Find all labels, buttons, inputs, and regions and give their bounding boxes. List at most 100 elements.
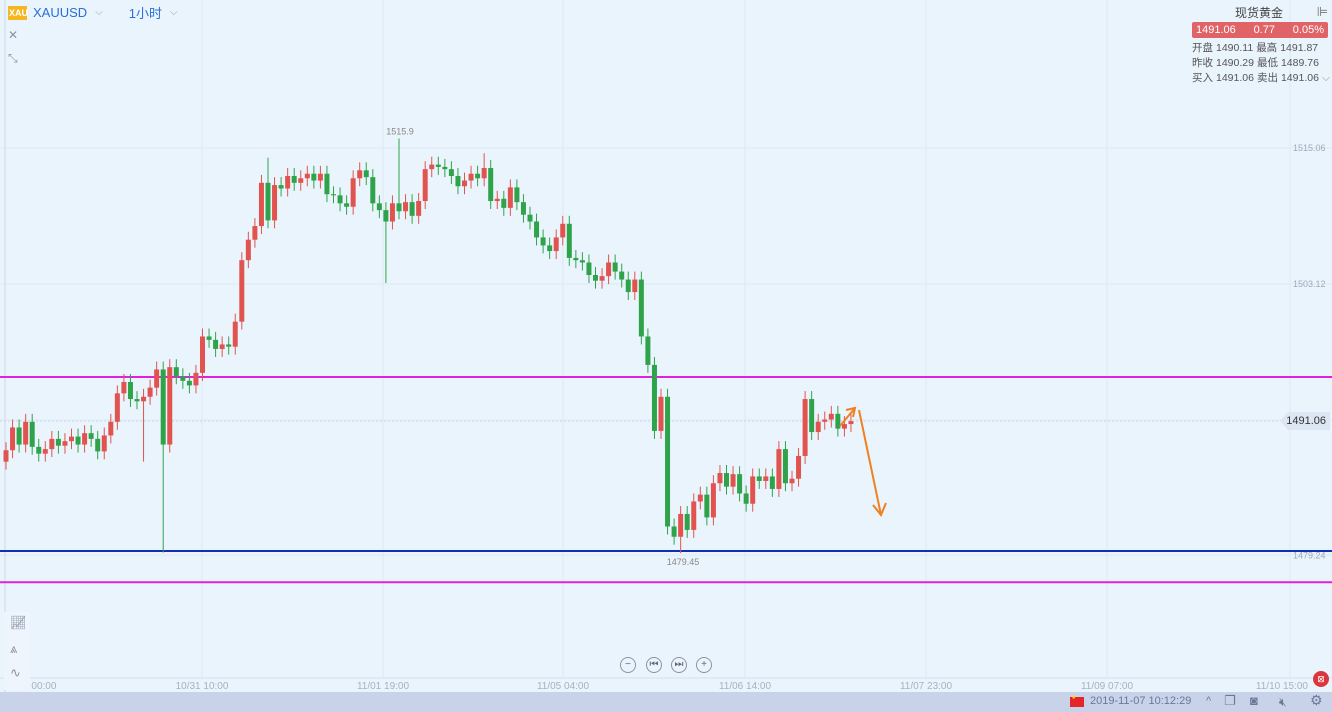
quote-change: 0.77 — [1253, 24, 1275, 36]
candle-body — [534, 221, 540, 238]
candle-body — [560, 223, 566, 238]
candle-body — [684, 513, 690, 530]
x-tick-label: 11/10 15:00 — [1256, 681, 1309, 692]
tool-panel: 📈︎ ⩓ ∿ — [4, 612, 30, 690]
zoom-out-button[interactable]: − — [620, 657, 636, 673]
candle-body — [324, 173, 330, 195]
x-tick-label: 11/09 07:00 — [1081, 681, 1134, 692]
candle-body — [763, 476, 769, 481]
candle-body — [514, 187, 520, 203]
min-price-label: 1479.45 — [667, 557, 700, 567]
candle-body — [219, 344, 225, 349]
candle-body — [291, 175, 297, 183]
candle-body — [121, 381, 127, 394]
chevron-down-icon[interactable]: ⌵ — [1321, 72, 1330, 84]
camera-icon[interactable]: ◙ — [1250, 693, 1258, 708]
candle-body — [501, 198, 507, 208]
zoom-in-button[interactable]: + — [696, 657, 712, 673]
candle-body — [841, 424, 847, 429]
ask-label: 卖出 — [1256, 72, 1278, 84]
y-tick-label: 1503.12 — [1293, 279, 1326, 289]
candle-body — [507, 187, 513, 208]
candle-body — [49, 438, 55, 450]
scroll-end-button[interactable]: ⏭ — [671, 657, 687, 673]
candle-body — [331, 194, 336, 196]
candle-body — [95, 438, 101, 452]
chevron-up-icon[interactable]: ^ — [1206, 695, 1212, 707]
candle-body — [147, 387, 153, 397]
arrow-down-drawing — [858, 409, 887, 517]
quote-price-bar: 1491.06 0.77 0.05% — [1192, 22, 1328, 38]
candle-body — [691, 501, 697, 530]
candle-body — [848, 421, 854, 425]
candle-body — [822, 419, 828, 422]
max-price-label: 1515.9 — [386, 126, 414, 136]
candle-body — [724, 473, 729, 487]
candle-body — [75, 436, 81, 445]
open-value: 1490.11 — [1216, 42, 1254, 54]
candle-body — [3, 450, 9, 462]
candle-body — [154, 369, 160, 388]
candle-body — [802, 399, 808, 456]
candle-body — [88, 433, 94, 439]
candle-body — [488, 168, 494, 202]
candle-body — [566, 223, 572, 258]
y-tick-label: 1479.24 — [1293, 551, 1326, 561]
candle-body — [127, 381, 133, 400]
candle-body — [258, 182, 264, 227]
candle-body — [678, 513, 684, 537]
candle-body — [226, 344, 232, 347]
symbol-selector[interactable]: XAUUSD — [33, 5, 88, 20]
candle-body — [455, 175, 461, 187]
candle-body — [29, 421, 35, 447]
candle-body — [134, 399, 140, 402]
collapse-icon[interactable]: ⤡ — [8, 51, 18, 65]
status-bar: 2019-11-07 10:12:29 ^ ❐ ◙ 🔇︎ ⚙ — [0, 692, 1332, 712]
price-chart[interactable]: 1515.06 1503.12 1479.24 10/30 00:00 10/31 10… — [0, 0, 1332, 692]
candle-body — [42, 449, 48, 454]
candle-body — [317, 173, 323, 181]
candle-body — [62, 441, 68, 446]
settings-icon[interactable]: ⚙ — [1310, 692, 1323, 708]
candle-body — [409, 202, 415, 216]
candle-body — [239, 260, 245, 322]
candle-body — [180, 376, 186, 381]
candle-body — [697, 494, 703, 502]
candle-body — [435, 164, 441, 167]
candle-body — [769, 476, 775, 489]
quote-panel: 现货黄金 ⊫ 1491.06 0.77 0.05% 开盘 1490.11 最高 1491… — [1186, 4, 1332, 86]
x-tick-label: 10/30 00:00 — [4, 681, 57, 692]
chevron-down-icon[interactable]: ⌵ — [170, 7, 178, 18]
chevron-down-icon[interactable]: ⌵ — [95, 7, 103, 18]
candle-body — [796, 455, 802, 479]
candle-body — [704, 494, 710, 518]
candle-body — [278, 185, 284, 189]
candle-body — [782, 449, 788, 484]
window-icon[interactable]: ❐ — [1224, 693, 1236, 708]
candle-body — [285, 175, 291, 189]
symbol-logo: XAU — [8, 5, 29, 20]
candle-body — [481, 168, 487, 179]
indicator-icon[interactable]: 📈︎ — [10, 615, 27, 630]
candle-body — [553, 237, 559, 252]
candle-body — [645, 336, 651, 365]
app-badge-icon[interactable]: ⊠ — [1313, 671, 1329, 687]
close-icon[interactable]: ✕ — [8, 28, 19, 42]
waveform-icon[interactable]: ∿ — [10, 665, 21, 680]
candle-body — [252, 226, 258, 240]
candle-body — [651, 364, 657, 431]
candle-body — [173, 367, 179, 377]
candle-body — [606, 262, 612, 277]
open-label: 开盘 — [1192, 42, 1213, 54]
candle-body — [638, 279, 644, 337]
timeframe-selector[interactable]: 1小时 — [128, 6, 163, 21]
candle-body — [193, 372, 199, 386]
scroll-start-button[interactable]: ⏮ — [646, 657, 662, 673]
mute-icon[interactable]: 🔇︎ — [1279, 695, 1287, 709]
candle-body — [776, 449, 782, 489]
drawing-compass-icon[interactable]: ⩓ — [10, 641, 18, 656]
candle-body — [665, 396, 671, 527]
ask-value: 1491.06 — [1280, 72, 1319, 84]
candle-body — [416, 201, 422, 216]
panel-toggle-icon[interactable]: ⊫ — [1316, 4, 1328, 19]
